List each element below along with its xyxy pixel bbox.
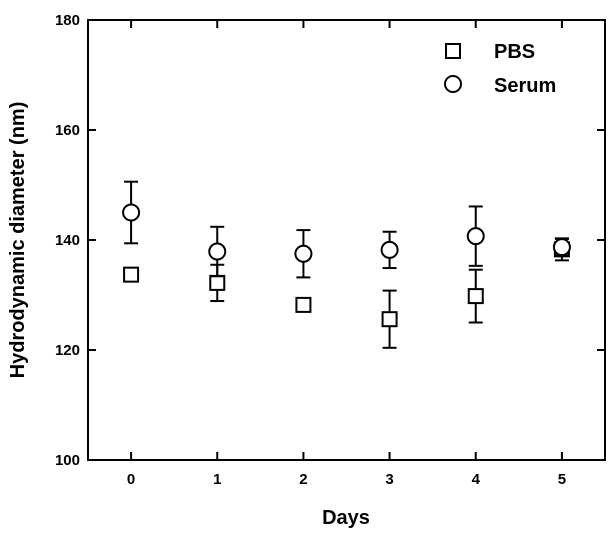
pbs-point [467, 288, 484, 305]
x-tick-label: 0 [127, 471, 135, 488]
x-axis-title: Days [322, 507, 370, 529]
legend: PBS Serum [444, 41, 556, 97]
x-tick-label: 3 [385, 471, 393, 488]
y-tick-label: 100 [55, 452, 80, 469]
serum-point [294, 244, 313, 263]
serum-point [208, 242, 227, 261]
pbs-point [295, 296, 312, 313]
pbs-point [381, 311, 398, 328]
legend-label-serum: Serum [494, 75, 556, 97]
serum-point [122, 203, 141, 222]
y-tick-label: 180 [55, 12, 80, 29]
x-tick-label: 2 [299, 471, 307, 488]
pbs-point [123, 266, 140, 283]
y-axis-title: Hydrodynamic diameter (nm) [7, 102, 29, 379]
y-tick-label: 160 [55, 122, 80, 139]
x-tick-label: 5 [558, 471, 566, 488]
serum-point [380, 240, 399, 259]
y-axis-ticks: 100 120 140 160 180 [55, 12, 605, 469]
x-tick-label: 4 [472, 471, 481, 488]
legend-marker-serum [444, 75, 462, 93]
x-tick-label: 1 [213, 471, 221, 488]
legend-marker-pbs [445, 43, 461, 59]
y-tick-label: 140 [55, 232, 80, 249]
x-axis-ticks: 0 1 2 3 4 5 [127, 20, 566, 488]
serum-point [466, 227, 485, 246]
legend-label-pbs: PBS [494, 41, 535, 63]
pbs-point [209, 274, 226, 291]
y-tick-label: 120 [55, 342, 80, 359]
data-points [122, 180, 571, 349]
serum-point [552, 238, 571, 257]
